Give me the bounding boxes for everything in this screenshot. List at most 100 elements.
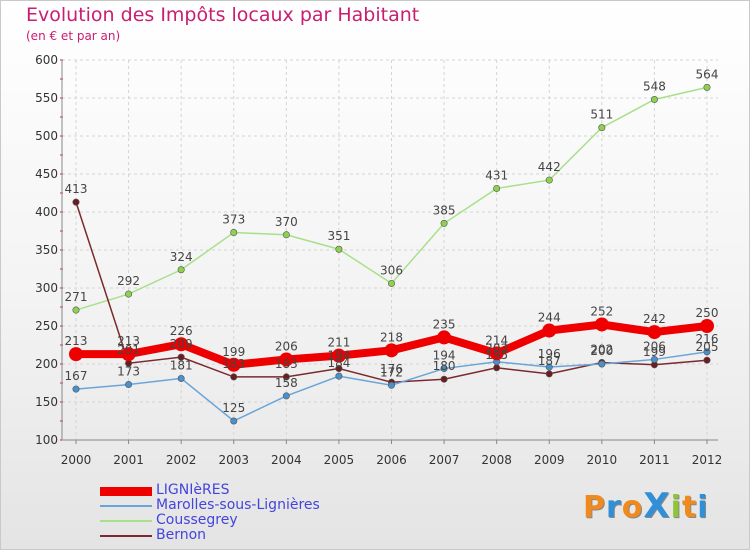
data-label-coussegrey: 385 — [433, 203, 456, 217]
chart-subtitle: (en € et par an) — [26, 29, 121, 43]
data-point-coussegrey — [72, 306, 80, 314]
data-point-bernon — [703, 356, 711, 364]
y-tick-label: 100 — [35, 433, 58, 447]
data-label-ligni-res: 252 — [590, 304, 613, 318]
data-label-coussegrey: 351 — [327, 229, 350, 243]
data-label-marolles-sous-ligni-res: 194 — [433, 349, 456, 363]
data-label-ligni-res: 213 — [65, 334, 88, 348]
data-label-coussegrey: 511 — [590, 108, 613, 122]
legend-label: Marolles-sous-Lignières — [156, 497, 320, 513]
data-label-marolles-sous-ligni-res: 184 — [327, 356, 350, 370]
data-point-ligni-res — [384, 343, 399, 358]
y-tick-label: 500 — [35, 129, 58, 143]
legend-label: Coussegrey — [156, 512, 238, 528]
data-label-ligni-res: 242 — [643, 312, 666, 326]
data-point-ligni-res — [700, 319, 714, 333]
data-label-coussegrey: 442 — [538, 160, 561, 174]
data-point-marolles-sous-ligni-res — [703, 348, 711, 356]
data-point-bernon — [335, 365, 343, 373]
logo-letter: P — [583, 490, 606, 525]
y-tick-label: 400 — [35, 205, 58, 219]
data-point-ligni-res — [489, 346, 504, 361]
legend-swatch — [100, 486, 152, 496]
y-tick-label: 300 — [35, 281, 58, 295]
legend-swatch — [100, 520, 152, 522]
axes — [60, 59, 718, 444]
data-label-bernon: 176 — [380, 362, 403, 376]
data-label-marolles-sous-ligni-res: 203 — [485, 342, 508, 356]
data-label-coussegrey: 271 — [65, 290, 88, 304]
data-label-bernon: 183 — [222, 357, 245, 371]
x-tick-label: 2001 — [113, 453, 144, 467]
data-point-coussegrey — [282, 231, 290, 239]
data-label-coussegrey: 548 — [643, 80, 666, 94]
x-tick-label: 2008 — [481, 453, 512, 467]
data-point-marolles-sous-ligni-res — [125, 381, 133, 389]
x-tick-label: 2005 — [324, 453, 355, 467]
data-label-marolles-sous-ligni-res: 181 — [170, 358, 193, 372]
data-point-bernon — [440, 375, 448, 383]
data-label-marolles-sous-ligni-res: 206 — [643, 339, 666, 353]
data-label-ligni-res: 244 — [538, 311, 561, 325]
y-tick-label: 150 — [35, 395, 58, 409]
data-label-coussegrey: 306 — [380, 263, 403, 277]
data-label-bernon: 187 — [538, 354, 561, 368]
data-label-coussegrey: 370 — [275, 215, 298, 229]
data-label-bernon: 201 — [117, 343, 140, 357]
x-tick-label: 2010 — [587, 453, 618, 467]
data-label-marolles-sous-ligni-res: 158 — [275, 376, 298, 390]
data-label-bernon: 199 — [643, 345, 666, 359]
data-point-ligni-res — [174, 337, 189, 352]
data-label-marolles-sous-ligni-res: 167 — [65, 369, 88, 383]
data-point-bernon — [230, 373, 238, 381]
data-point-ligni-res — [331, 348, 346, 363]
data-point-marolles-sous-ligni-res — [282, 392, 290, 400]
data-point-coussegrey — [703, 83, 711, 91]
data-label-bernon: 202 — [590, 342, 613, 356]
data-label-coussegrey: 373 — [222, 213, 245, 227]
proxiti-logo: ProXiti — [583, 486, 709, 526]
data-point-marolles-sous-ligni-res — [387, 381, 395, 389]
data-label-coussegrey: 292 — [117, 274, 140, 288]
data-point-marolles-sous-ligni-res — [545, 363, 553, 371]
y-tick-label: 550 — [35, 91, 58, 105]
data-point-coussegrey — [125, 290, 133, 298]
data-point-ligni-res — [121, 347, 136, 362]
data-label-bernon: 183 — [275, 357, 298, 371]
chart-title: Evolution des Impôts locaux par Habitant — [26, 4, 420, 26]
data-label-bernon: 205 — [696, 340, 719, 354]
data-label-ligni-res: 206 — [275, 339, 298, 353]
data-point-marolles-sous-ligni-res — [440, 365, 448, 373]
data-point-coussegrey — [545, 176, 553, 184]
data-point-bernon — [282, 373, 290, 381]
data-label-bernon: 195 — [485, 348, 508, 362]
data-point-ligni-res — [647, 325, 662, 340]
data-label-marolles-sous-ligni-res: 200 — [590, 344, 613, 358]
data-label-coussegrey: 431 — [485, 168, 508, 182]
data-point-coussegrey — [387, 279, 395, 287]
data-point-ligni-res — [226, 357, 241, 372]
data-point-coussegrey — [177, 266, 185, 274]
data-point-marolles-sous-ligni-res — [230, 417, 238, 425]
data-label-coussegrey: 324 — [170, 250, 193, 264]
data-point-bernon — [493, 364, 501, 372]
data-point-marolles-sous-ligni-res — [598, 360, 606, 368]
data-point-ligni-res — [542, 323, 557, 338]
data-point-bernon — [545, 370, 553, 378]
x-tick-label: 2007 — [429, 453, 460, 467]
data-label-coussegrey: 564 — [696, 67, 719, 81]
logo-letter: o — [621, 490, 644, 525]
data-labels: 271 292 324 373 370 351 306 385 431 442 511 548 564 4… — [65, 67, 719, 415]
data-point-ligni-res — [279, 352, 294, 367]
data-label-marolles-sous-ligni-res: 172 — [380, 365, 403, 379]
data-point-marolles-sous-ligni-res — [177, 374, 185, 382]
data-point-bernon — [177, 353, 185, 361]
x-tick-label: 2003 — [218, 453, 249, 467]
data-point-coussegrey — [493, 184, 501, 192]
x-tick-label: 2004 — [271, 453, 302, 467]
data-point-marolles-sous-ligni-res — [72, 385, 80, 393]
y-tick-label: 450 — [35, 167, 58, 181]
tick-labels: 100 150 200 250 300 350 400 450 500 550 600 2000 200… — [35, 53, 722, 467]
data-label-marolles-sous-ligni-res: 173 — [117, 365, 140, 379]
